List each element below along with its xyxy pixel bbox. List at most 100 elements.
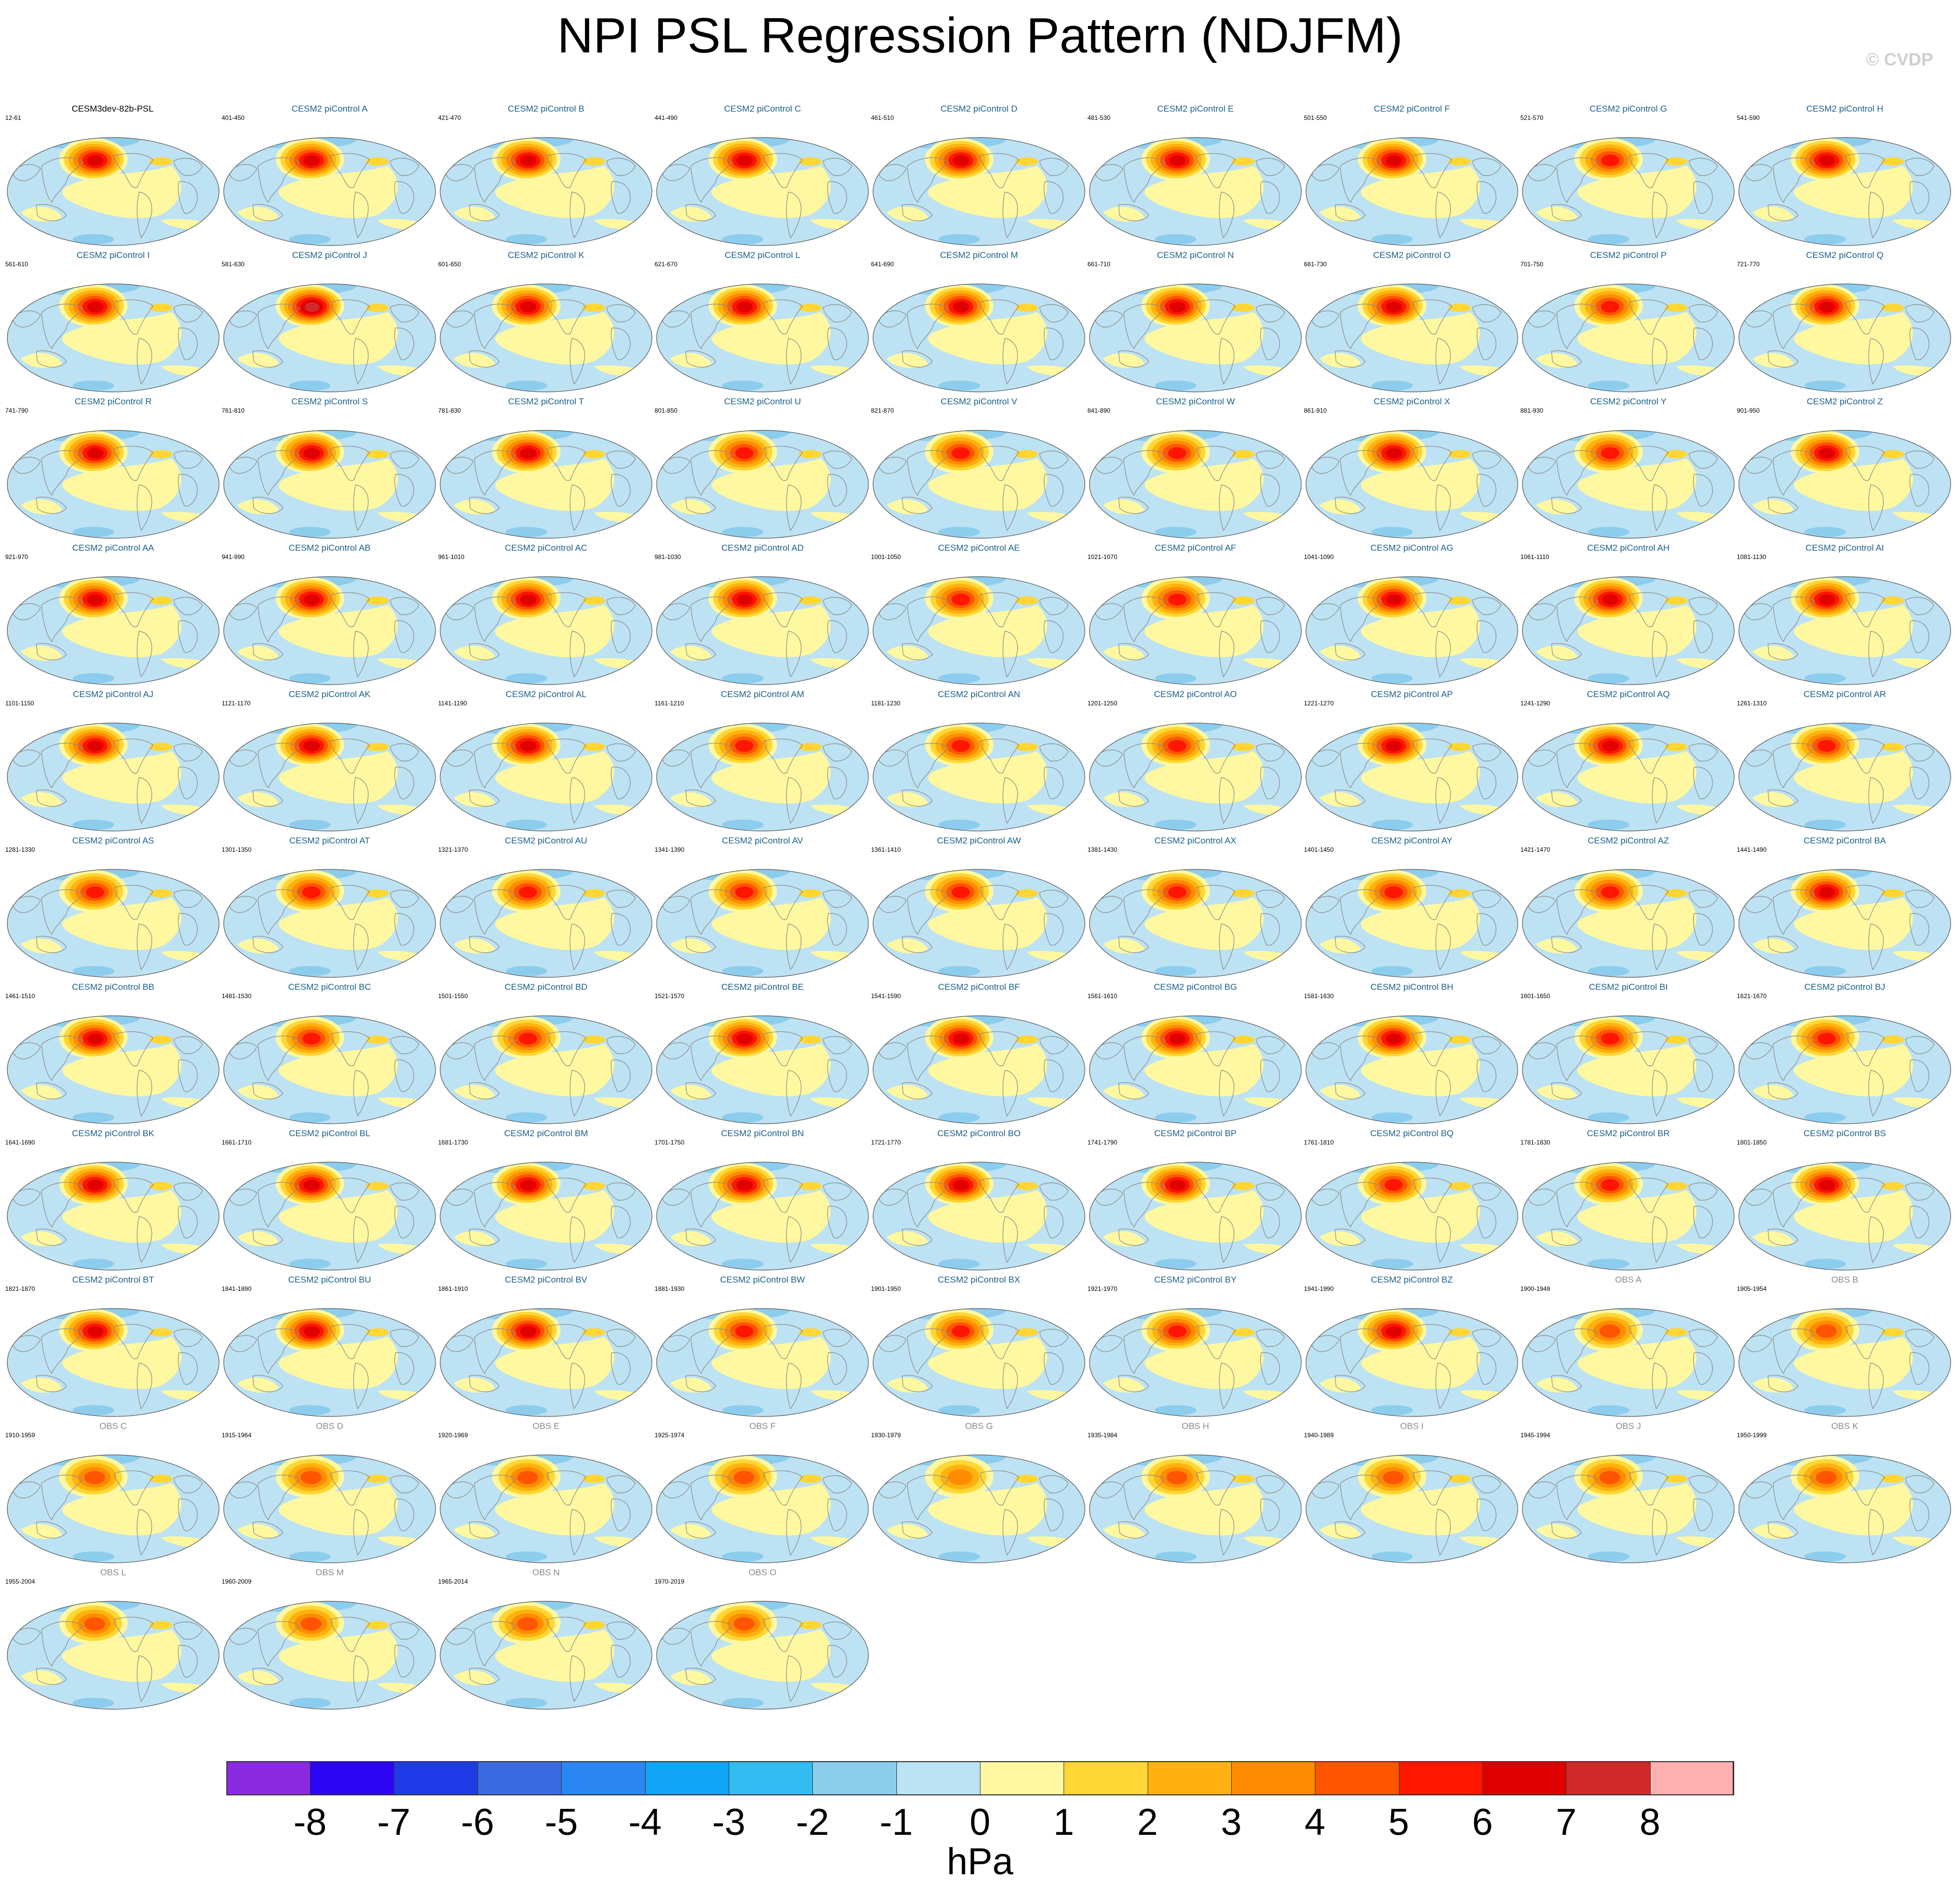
coastline [1256, 597, 1285, 616]
map-panel: CESM2 piControl P 701-750 [1520, 250, 1736, 397]
negative-anomaly-region [1804, 966, 1846, 976]
coastline [1556, 304, 1599, 350]
coastline [763, 1031, 803, 1067]
coastline [41, 157, 84, 203]
positive-anomaly-region [1665, 304, 1687, 312]
coastline [606, 1622, 636, 1640]
coastline [1435, 338, 1451, 385]
map-field [657, 869, 868, 977]
panel-title: CESM2 piControl O [1373, 250, 1451, 260]
coastline [1095, 1189, 1123, 1206]
map-field [224, 577, 435, 685]
coastline [1652, 1216, 1668, 1263]
map-border [1305, 1015, 1518, 1124]
positive-anomaly-region [1232, 1475, 1255, 1483]
coastline [902, 1375, 933, 1393]
positive-anomaly-region [1536, 499, 1577, 515]
coastline [394, 181, 414, 214]
positive-anomaly-region [799, 157, 822, 166]
positive-anomaly-region [1665, 889, 1687, 897]
coastline [1123, 304, 1166, 350]
coastline [178, 1352, 198, 1385]
contour-level [1818, 302, 1835, 312]
coastline [12, 310, 41, 328]
coastline [1472, 304, 1502, 323]
map-border [440, 137, 652, 246]
panel-title: OBS D [316, 1421, 344, 1431]
panel-years: 1141-1190 [438, 700, 467, 707]
contour-level [1383, 1470, 1404, 1484]
coastline [1340, 889, 1382, 935]
coastline [394, 1206, 414, 1238]
panel-years: 1501-1550 [438, 992, 468, 1000]
coastline [257, 743, 300, 789]
coastline [1476, 913, 1496, 946]
coastline [1693, 1498, 1713, 1531]
contour-level [1601, 1179, 1619, 1191]
coastline [878, 1335, 907, 1352]
map-border [873, 137, 1085, 246]
coastline [252, 789, 283, 807]
coastline [41, 450, 84, 496]
regression-map [656, 137, 869, 246]
panel-years: 1481-1530 [222, 992, 252, 1000]
coastline [257, 157, 300, 203]
coastline [1340, 1475, 1382, 1521]
coastline [36, 1229, 67, 1246]
coastline [827, 1352, 847, 1385]
panel-title: CESM2 piControl AH [1587, 543, 1670, 553]
negative-anomaly-region [1804, 1551, 1846, 1562]
map-field [1739, 1162, 1951, 1270]
positive-anomaly-region [454, 207, 495, 222]
regression-map [223, 1601, 436, 1710]
coastline [257, 1328, 300, 1374]
negative-anomaly-region [722, 380, 764, 391]
coastline [36, 643, 67, 661]
coastline [827, 181, 847, 214]
coastline [1123, 743, 1166, 789]
map-panel: CESM2 piControl C 441-490 [655, 104, 870, 250]
negative-anomaly-region [73, 1112, 114, 1123]
positive-anomaly-region [799, 596, 822, 605]
coastline [394, 328, 414, 360]
positive-anomaly-region [1319, 938, 1361, 954]
coastline [1123, 1035, 1166, 1082]
contour-level [84, 1470, 105, 1484]
coastline [41, 1182, 84, 1228]
regression-map [1738, 283, 1951, 392]
map-panel: CESM2 piControl BR 1781-1830 [1520, 1128, 1736, 1275]
negative-anomaly-region [1588, 966, 1629, 976]
colorbar-swatch [1147, 1761, 1232, 1795]
contour-level [302, 1032, 321, 1045]
coastline [547, 1324, 587, 1359]
contour-level [520, 1326, 537, 1337]
coastline [173, 743, 203, 762]
regression-map [1738, 430, 1951, 539]
coastline [1095, 603, 1123, 620]
coastline [1693, 328, 1713, 360]
positive-anomaly-region [149, 1475, 172, 1483]
panel-years: 1041-1090 [1304, 553, 1334, 561]
negative-anomaly-region [506, 380, 547, 391]
contour-level [733, 1470, 755, 1484]
panel-title: CESM2 piControl AQ [1587, 689, 1670, 699]
coastline [685, 643, 716, 661]
map-border [1305, 576, 1518, 685]
panel-title: CESM2 piControl BE [721, 982, 804, 992]
coastline [1909, 1352, 1929, 1385]
contour-level [1601, 154, 1619, 167]
map-border [7, 723, 220, 832]
map-border [440, 430, 652, 539]
positive-anomaly-region [366, 743, 389, 751]
coastline [1556, 1035, 1599, 1082]
map-border [1738, 1015, 1951, 1124]
coastline [1551, 1375, 1582, 1393]
contour-level [1817, 740, 1836, 752]
positive-anomaly-region [1232, 450, 1255, 458]
coastline [1043, 328, 1064, 360]
positive-anomaly-region [149, 889, 172, 897]
colorbar-tick-label: -1 [879, 1802, 913, 1843]
map-panel: OBS O 1970-2019 [655, 1568, 870, 1714]
regression-map [1738, 723, 1951, 832]
positive-anomaly-region [1232, 1182, 1255, 1190]
